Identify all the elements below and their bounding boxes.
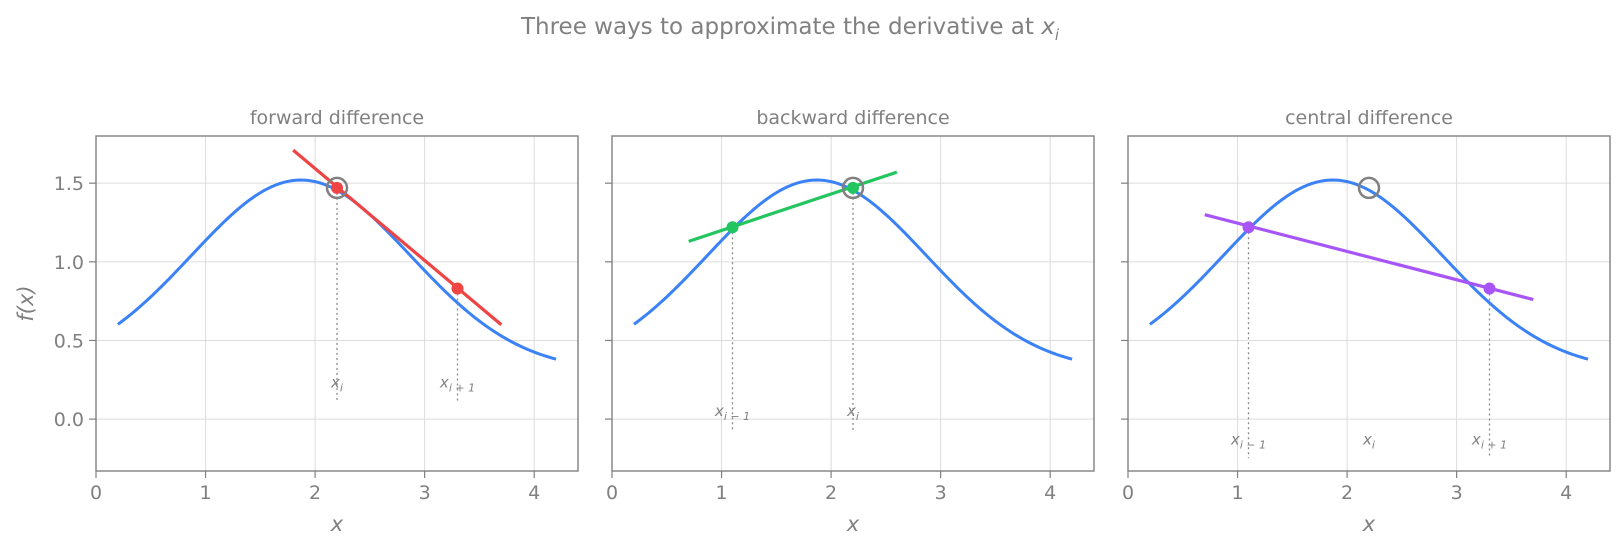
- x-tick-label: 0: [1122, 482, 1134, 504]
- y-tick-label: 1.0: [54, 252, 84, 274]
- secant-line: [1204, 213, 1534, 302]
- point-label-symbol: x: [1471, 430, 1481, 448]
- sample-point: [726, 221, 739, 234]
- point-label: xi: [330, 374, 343, 395]
- point-label-symbol: x: [846, 402, 856, 420]
- point-label-symbol: x: [1230, 430, 1240, 448]
- figure-title: Three ways to approximate the derivative…: [520, 14, 1060, 44]
- point-label-subscript: i: [856, 410, 859, 423]
- point-label: xi − 1: [714, 402, 750, 423]
- x-tick-label: 1: [199, 482, 211, 504]
- x-tick-label: 0: [606, 482, 618, 504]
- secant-line: [688, 170, 898, 243]
- point-label-symbol: x: [330, 374, 340, 392]
- y-tick-label: 1.5: [54, 173, 84, 195]
- focus-point-ring: [1357, 176, 1381, 200]
- sample-point: [331, 181, 343, 194]
- plot-frame: [611, 135, 1095, 472]
- point-label-subscript: i − 1: [724, 410, 750, 423]
- x-axis-label: x: [846, 512, 860, 536]
- x-tick-label: 2: [309, 482, 321, 504]
- figure-title-symbol: x: [1040, 14, 1055, 40]
- x-axis-label: x: [330, 512, 344, 536]
- sample-point: [451, 282, 464, 295]
- panel-title: forward difference: [250, 107, 424, 129]
- figure-title-sub: i: [1055, 26, 1060, 44]
- panel-1: forward difference 0 1 2 3 4 0.0 0.5 1.0 1.5 x f(x)…: [14, 107, 579, 536]
- figure-title-text: Three ways to approximate the derivative…: [520, 14, 1041, 40]
- center-point-label: xi: [1362, 430, 1375, 451]
- point-label: xi + 1: [439, 374, 475, 395]
- sample-point: [1483, 282, 1496, 295]
- x-tick-label: 4: [528, 482, 540, 504]
- center-point-label-subscript: i: [1372, 438, 1375, 451]
- point-label-symbol: x: [439, 374, 449, 392]
- x-tick-label: 4: [1044, 482, 1056, 504]
- x-axis-label: x: [1362, 512, 1376, 536]
- panel-title: central difference: [1285, 107, 1453, 129]
- point-label-subscript: i − 1: [1240, 438, 1266, 451]
- x-tick-label: 0: [90, 482, 102, 504]
- center-point-label-symbol: x: [1362, 430, 1372, 448]
- point-label-subscript: i: [340, 382, 343, 395]
- point-label: xi: [846, 402, 859, 423]
- secant-line: [292, 148, 503, 326]
- focus-point-ring: [325, 176, 349, 200]
- y-axis-label: f(x): [14, 285, 38, 321]
- x-tick-label: 1: [715, 482, 727, 504]
- y-tick-label: 0.0: [54, 409, 84, 431]
- function-curve: [1149, 178, 1589, 361]
- x-tick-label: 2: [825, 482, 837, 504]
- x-tick-label: 3: [419, 482, 431, 504]
- point-label-subscript: i + 1: [449, 382, 475, 395]
- point-label-subscript: i + 1: [1481, 438, 1507, 451]
- x-tick-label: 4: [1560, 482, 1572, 504]
- plot-frame: [95, 135, 579, 472]
- point-label: xi − 1: [1230, 430, 1266, 451]
- sample-point: [847, 181, 859, 194]
- x-tick-label: 3: [1451, 482, 1463, 504]
- point-label-symbol: x: [714, 402, 724, 420]
- panel-title: backward difference: [756, 107, 949, 129]
- panels: forward difference 0 1 2 3 4 0.0 0.5 1.0 1.5 x f(x)…: [14, 107, 1611, 536]
- plot-frame: [1127, 135, 1611, 472]
- focus-point-ring: [841, 176, 865, 200]
- x-tick-label: 1: [1231, 482, 1243, 504]
- y-tick-label: 0.5: [54, 330, 84, 352]
- x-tick-label: 2: [1341, 482, 1353, 504]
- x-tick-label: 3: [935, 482, 947, 504]
- sample-point: [1242, 221, 1255, 234]
- point-label: xi + 1: [1471, 430, 1507, 451]
